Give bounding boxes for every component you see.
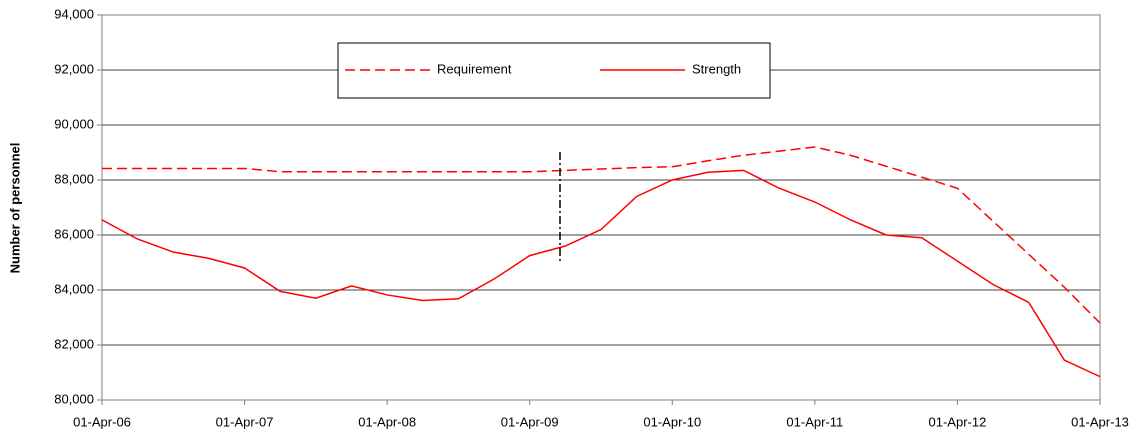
series-line (101, 169, 1101, 378)
lines (101, 146, 1101, 378)
legend: Requirement Strength (345, 61, 741, 76)
legend-label: Strength (692, 61, 741, 76)
x-tick-label: 01-Apr-09 (501, 414, 559, 429)
y-tick-label: 86,000 (54, 226, 94, 241)
x-tick-label: 01-Apr-06 (73, 414, 131, 429)
y-tick-label: 82,000 (54, 336, 94, 351)
y-tick-label: 94,000 (54, 6, 94, 21)
x-tick-label: 01-Apr-07 (216, 414, 274, 429)
y-tick-label: 90,000 (54, 116, 94, 131)
legend-label: Requirement (437, 61, 512, 76)
series-line (102, 146, 1101, 324)
x-tick-label: 01-Apr-12 (929, 414, 987, 429)
x-tick-label: 01-Apr-10 (643, 414, 701, 429)
plot-border (101, 14, 1101, 401)
y-tick-label: 92,000 (54, 61, 94, 76)
y-tick-label: 84,000 (54, 281, 94, 296)
y-tick-label: 88,000 (54, 171, 94, 186)
x-tick-label: 01-Apr-13 (1071, 414, 1129, 429)
x-tick-label: 01-Apr-11 (786, 414, 843, 429)
x-tick-label: 01-Apr-08 (358, 414, 416, 429)
y-axis-label: Number of personnel (7, 143, 22, 274)
y-tick-label: 80,000 (54, 391, 94, 406)
